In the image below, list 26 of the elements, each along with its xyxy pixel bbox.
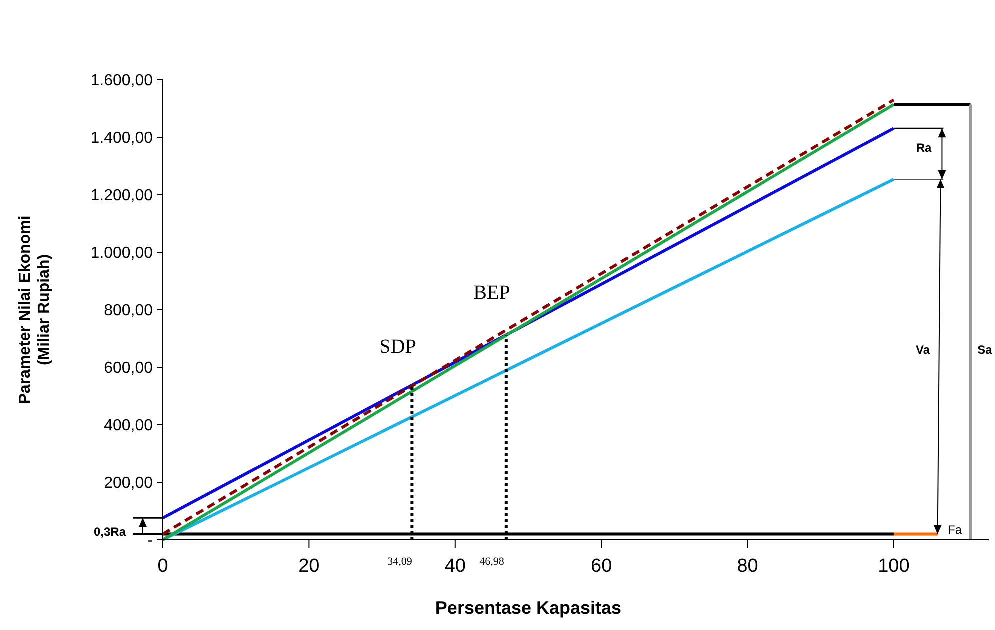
y-tick-label: 1.200,00 (90, 188, 154, 205)
y-tick-label: 400,00 (104, 418, 154, 435)
x-tick-label: 20 (298, 556, 320, 577)
annotation: Ra (916, 141, 932, 156)
x-tick-label: 100 (878, 556, 910, 577)
annotation: Va (916, 343, 930, 358)
y-tick-label: 1.400,00 (90, 130, 154, 148)
annotation: Sa (978, 343, 993, 358)
annotation: BEP (474, 282, 510, 304)
y-tick-label: 600,00 (104, 360, 154, 378)
y-tick-label: 1.600,00 (90, 72, 154, 90)
text: 0,3Ra (94, 525, 126, 540)
x-tick-label: 80 (737, 556, 758, 577)
x-axis-title: Persentase Kapasitas (435, 598, 622, 618)
y-tick-label: - (148, 532, 153, 550)
y-tick-label: 200,00 (104, 475, 154, 492)
annotation: Fa (948, 523, 962, 538)
y-tick-label: 1.000,00 (90, 245, 154, 262)
y-tick-label: 800,00 (104, 302, 154, 320)
x-tick-label: 40 (444, 556, 466, 577)
y-axis-title: Parameter Nilai Ekonomi (Miliar Rupiah) (17, 216, 53, 404)
annotation: SDP (380, 336, 416, 358)
text: 34,09 (388, 556, 413, 568)
x-tick-label: 60 (591, 556, 612, 577)
x-tick-label: 0 (158, 556, 168, 577)
text: 46,98 (480, 556, 505, 568)
